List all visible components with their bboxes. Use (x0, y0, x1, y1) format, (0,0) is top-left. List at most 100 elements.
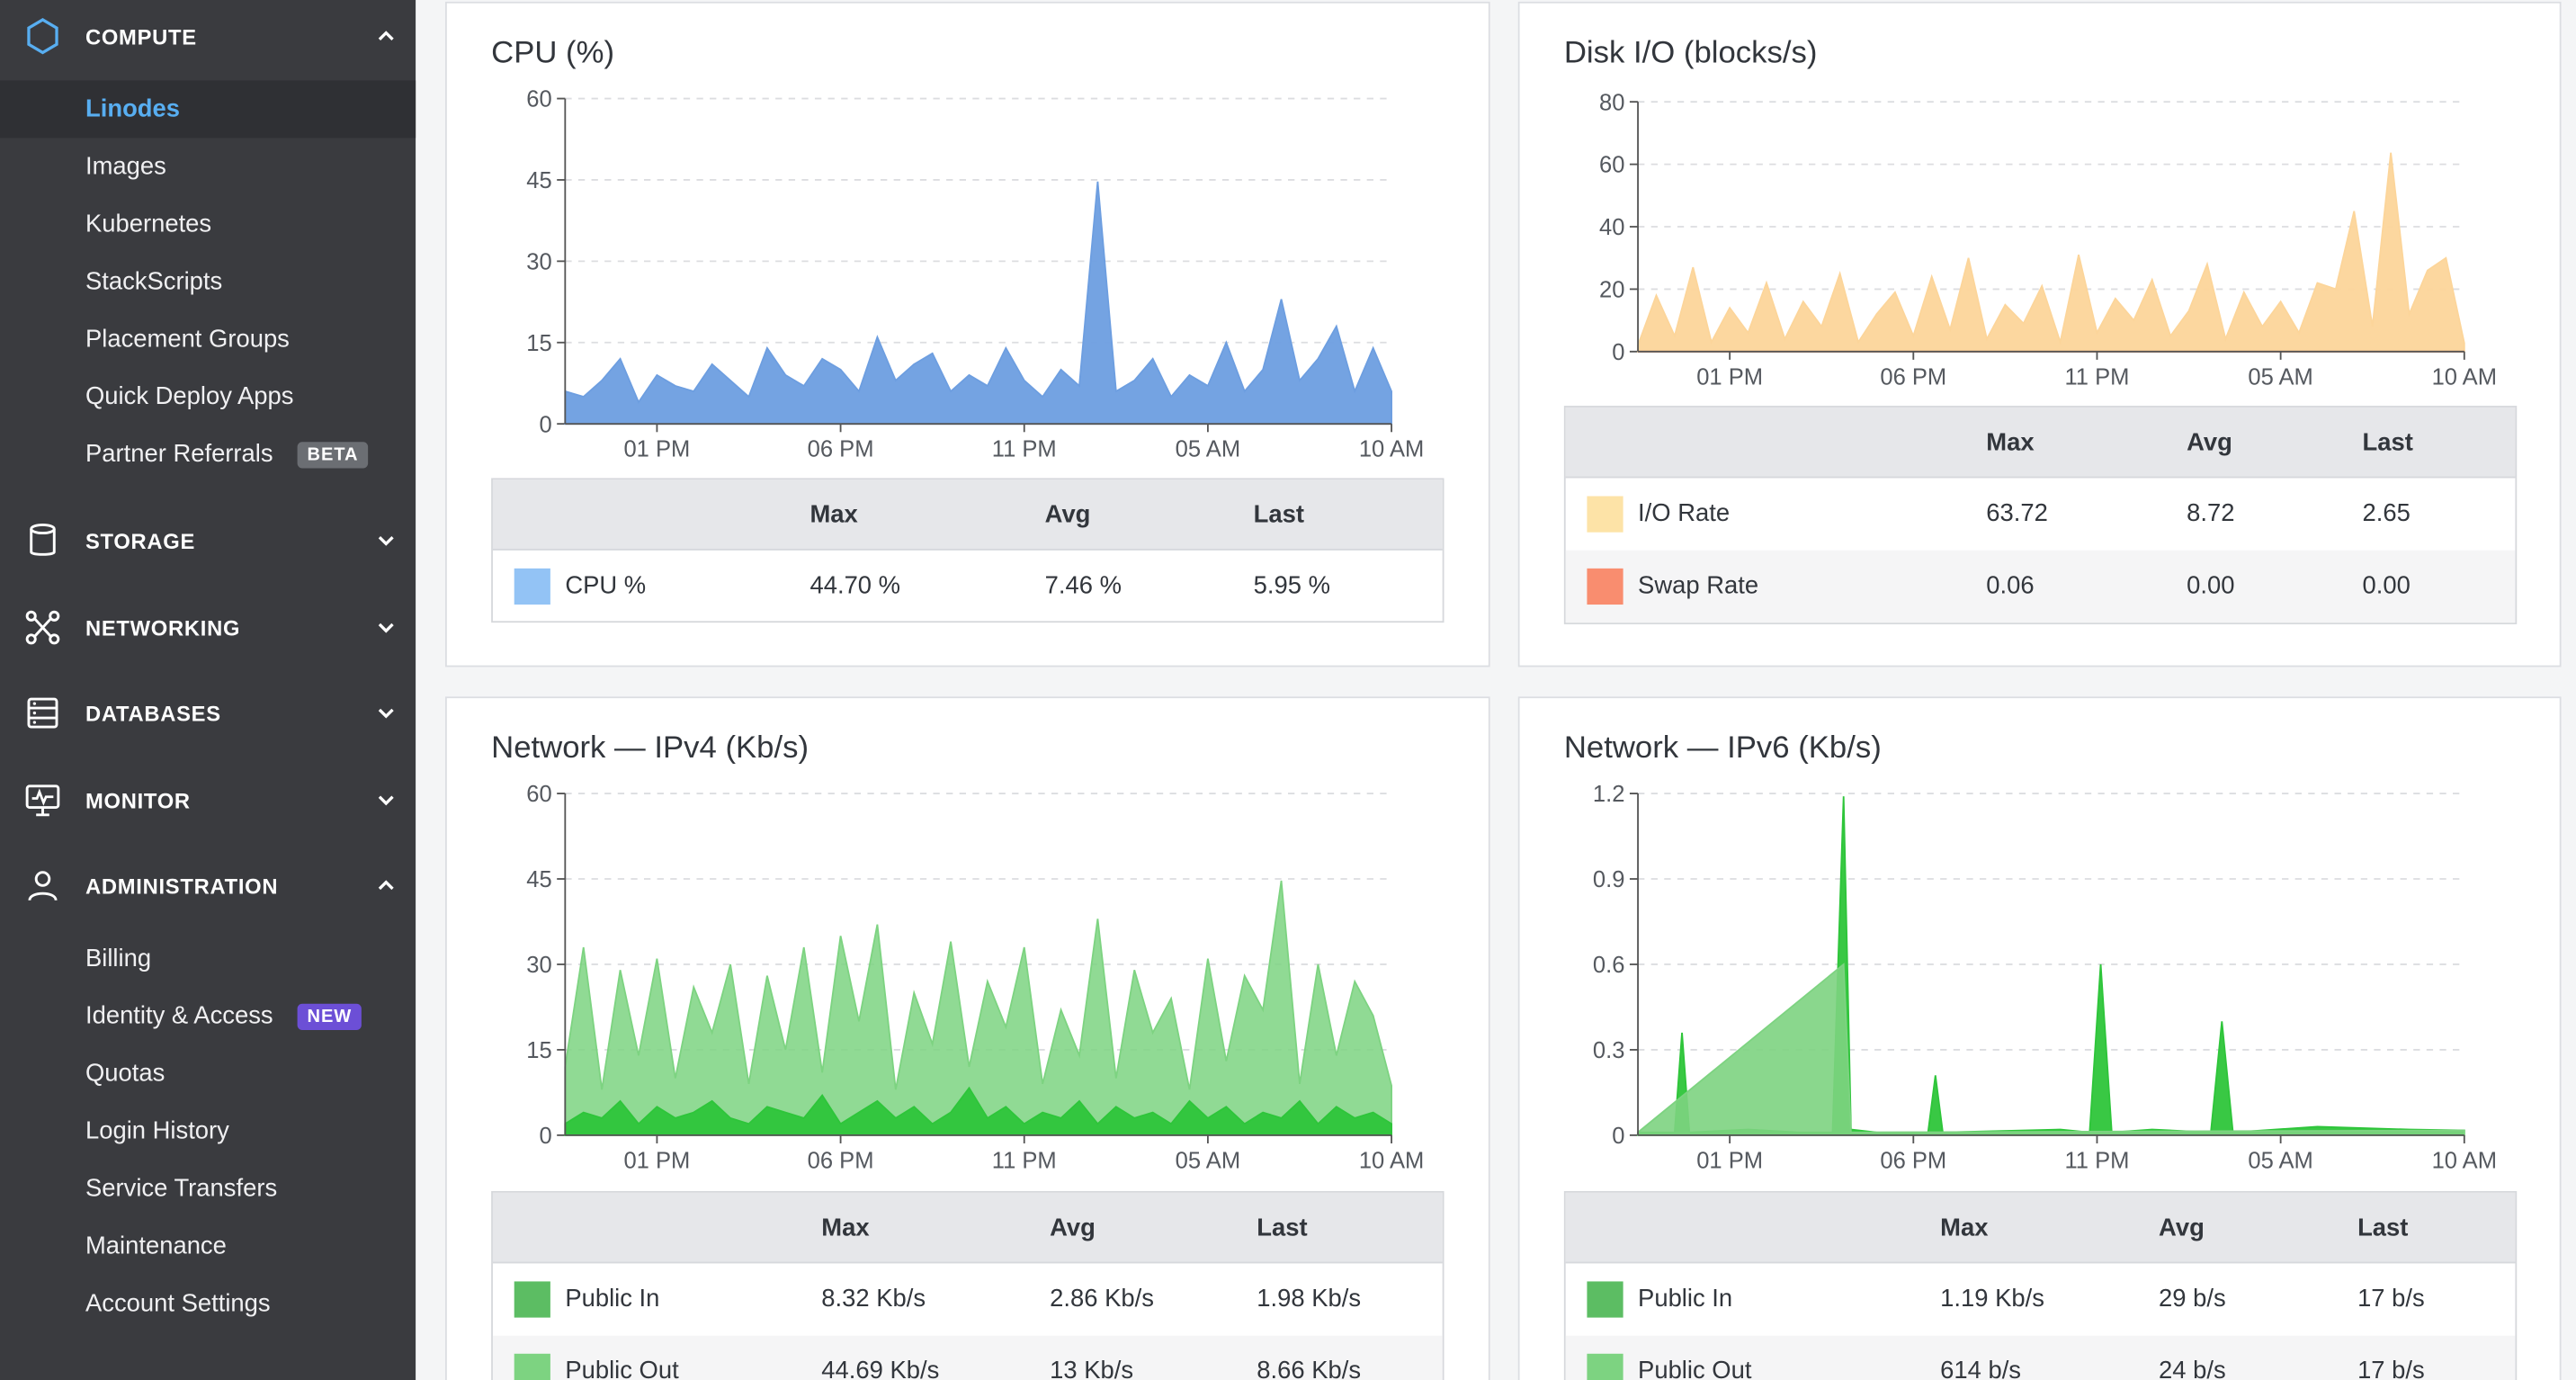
y-tick-label: 0 (539, 1124, 551, 1149)
legend-max: 8.32 Kb/s (821, 1285, 926, 1313)
networking-icon (25, 610, 60, 645)
col-max: Max (1986, 428, 2035, 457)
col-last: Last (2357, 1214, 2409, 1242)
nav-section-networking[interactable]: NETWORKING (0, 591, 416, 663)
table-row[interactable]: Public Out 614 b/s 24 b/s 17 b/s (1565, 1335, 2516, 1380)
series-area-public-out (564, 880, 1392, 1136)
legend-swatch (1587, 496, 1623, 533)
y-tick-label: 80 (1599, 90, 1624, 115)
legend-last: 17 b/s (2357, 1285, 2425, 1313)
col-max: Max (809, 500, 858, 530)
sidebar-item-maintenance[interactable]: Maintenance (85, 1232, 227, 1260)
sidebar-item-stackscripts[interactable]: StackScripts (85, 267, 223, 296)
col-last: Last (1253, 500, 1304, 530)
col-last: Last (2362, 428, 2413, 457)
legend-avg: 29 b/s (2159, 1285, 2226, 1313)
nav-section-databases[interactable]: DATABASES (0, 677, 416, 748)
sidebar-item-identity-access[interactable]: Identity & Access NEW (0, 988, 416, 1045)
nav-section-label: STORAGE (85, 528, 196, 553)
x-tick-label: 05 AM (2248, 1148, 2312, 1173)
sidebar-item-linodes[interactable]: Linodes (0, 80, 416, 139)
nav-section-administration[interactable]: ADMINISTRATION (0, 849, 416, 921)
legend-last: 17 b/s (2357, 1357, 2425, 1380)
network-ipv6-chart-panel: Network — IPv6 (Kb/s) 0 0.3 0.6 0.9 1.2 01 PM… (1517, 696, 2562, 1380)
sidebar-item-login-history[interactable]: Login History (85, 1116, 229, 1145)
legend-last: 0.00 (2362, 571, 2411, 600)
nav-section-label: DATABASES (85, 700, 221, 726)
legend-swatch (514, 568, 550, 605)
network-ipv4-legend-table: Max Avg Last Public In 8.32 Kb/s 2.86 Kb… (491, 1190, 1445, 1380)
x-tick-label: 05 AM (1176, 437, 1240, 462)
sidebar-item-images[interactable]: Images (85, 152, 166, 181)
table-header: Max Avg Last (492, 1192, 1443, 1264)
monitor-icon (25, 784, 60, 817)
sidebar-item-quick-deploy-apps[interactable]: Quick Deploy Apps (85, 382, 294, 411)
sidebar-item-service-transfers[interactable]: Service Transfers (85, 1174, 278, 1203)
legend-label: I/O Rate (1638, 499, 1731, 528)
legend-last: 8.66 Kb/s (1257, 1357, 1362, 1380)
sidebar-item-partner-referrals[interactable]: Partner Referrals BETA (0, 426, 416, 483)
x-tick-label: 01 PM (1696, 1148, 1763, 1173)
sidebar-item-account-settings[interactable]: Account Settings (85, 1289, 271, 1318)
panel-title: Network — IPv6 (Kb/s) (1563, 730, 1882, 766)
panel-title: CPU (%) (491, 36, 615, 71)
storage-icon (30, 524, 56, 556)
table-row[interactable]: Public In 8.32 Kb/s 2.86 Kb/s 1.98 Kb/s (493, 1263, 1443, 1335)
panel-title: Disk I/O (blocks/s) (1563, 36, 1818, 71)
disk-io-legend-table: Max Avg Last I/O Rate 63.72 8.72 2.65 Sw… (1563, 406, 2518, 624)
series-area-i-o-rate (1637, 152, 2465, 353)
y-tick-label: 60 (1599, 153, 1624, 178)
legend-avg: 13 Kb/s (1050, 1357, 1134, 1380)
x-tick-label: 10 AM (1359, 437, 1424, 462)
table-row[interactable]: Public In 1.19 Kb/s 29 b/s 17 b/s (1566, 1263, 2516, 1335)
legend-max: 63.72 (1986, 499, 2048, 528)
legend-last: 5.95 % (1253, 571, 1330, 600)
chevron-down-icon (378, 623, 394, 633)
col-max: Max (821, 1214, 870, 1242)
table-row[interactable]: Public Out 44.69 Kb/s 13 Kb/s 8.66 Kb/s (492, 1335, 1443, 1380)
x-tick-label: 01 PM (623, 1148, 690, 1173)
y-tick-label: 0 (1612, 340, 1624, 365)
y-tick-label: 0.6 (1593, 953, 1625, 978)
table-row[interactable]: I/O Rate 63.72 8.72 2.65 (1566, 478, 2516, 550)
chevron-up-icon (378, 880, 394, 891)
y-tick-label: 15 (526, 1038, 551, 1063)
y-tick-label: 60 (526, 782, 551, 807)
sidebar-item-kubernetes[interactable]: Kubernetes (85, 210, 212, 238)
legend-last: 2.65 (2362, 499, 2411, 528)
table-header: Max Avg Last (492, 479, 1443, 551)
x-tick-label: 10 AM (2432, 1148, 2497, 1173)
table-row[interactable]: Swap Rate 0.06 0.00 0.00 (1565, 550, 2516, 623)
y-tick-label: 0 (1612, 1124, 1624, 1149)
table-row[interactable]: CPU % 44.70 % 7.46 % 5.95 % (493, 551, 1443, 623)
col-max: Max (1940, 1214, 1989, 1242)
x-tick-label: 11 PM (992, 437, 1057, 462)
nav-section-storage[interactable]: STORAGE (0, 505, 416, 577)
x-tick-label: 06 PM (808, 437, 874, 462)
table-header: Max Avg Last (1565, 407, 2516, 479)
nav-section-monitor[interactable]: MONITOR (0, 764, 416, 836)
sidebar-item-billing[interactable]: Billing (85, 945, 152, 973)
legend-max: 44.70 % (809, 571, 901, 600)
new-badge: NEW (297, 1002, 362, 1030)
cpu-legend-table: Max Avg Last CPU % 44.70 % 7.46 % 5.95 % (491, 478, 1445, 623)
nav-section-label: COMPUTE (85, 23, 197, 49)
x-tick-label: 10 AM (2432, 364, 2497, 390)
nav-section-compute[interactable]: COMPUTE (0, 0, 416, 72)
legend-max: 0.06 (1986, 571, 2035, 600)
sidebar-item-quotas[interactable]: Quotas (85, 1059, 165, 1088)
x-tick-label: 11 PM (2064, 1148, 2129, 1173)
sidebar-item-placement-groups[interactable]: Placement Groups (85, 325, 290, 354)
legend-swatch (1587, 1353, 1623, 1380)
hexagon-icon (27, 18, 58, 55)
x-tick-label: 11 PM (992, 1148, 1057, 1173)
network-ipv6-legend-table: Max Avg Last Public In 1.19 Kb/s 29 b/s … (1563, 1190, 2518, 1380)
legend-avg: 0.00 (2187, 571, 2235, 600)
beta-badge: BETA (297, 441, 369, 468)
legend-avg: 24 b/s (2159, 1357, 2226, 1380)
chevron-up-icon (378, 31, 394, 40)
disk-io-chart: 0 20 40 60 80 01 PM 06 PM 11 PM 05 AM 10 AM (1599, 90, 2497, 390)
legend-label: CPU % (565, 571, 647, 600)
legend-swatch (514, 1281, 550, 1318)
y-tick-label: 30 (526, 249, 551, 274)
